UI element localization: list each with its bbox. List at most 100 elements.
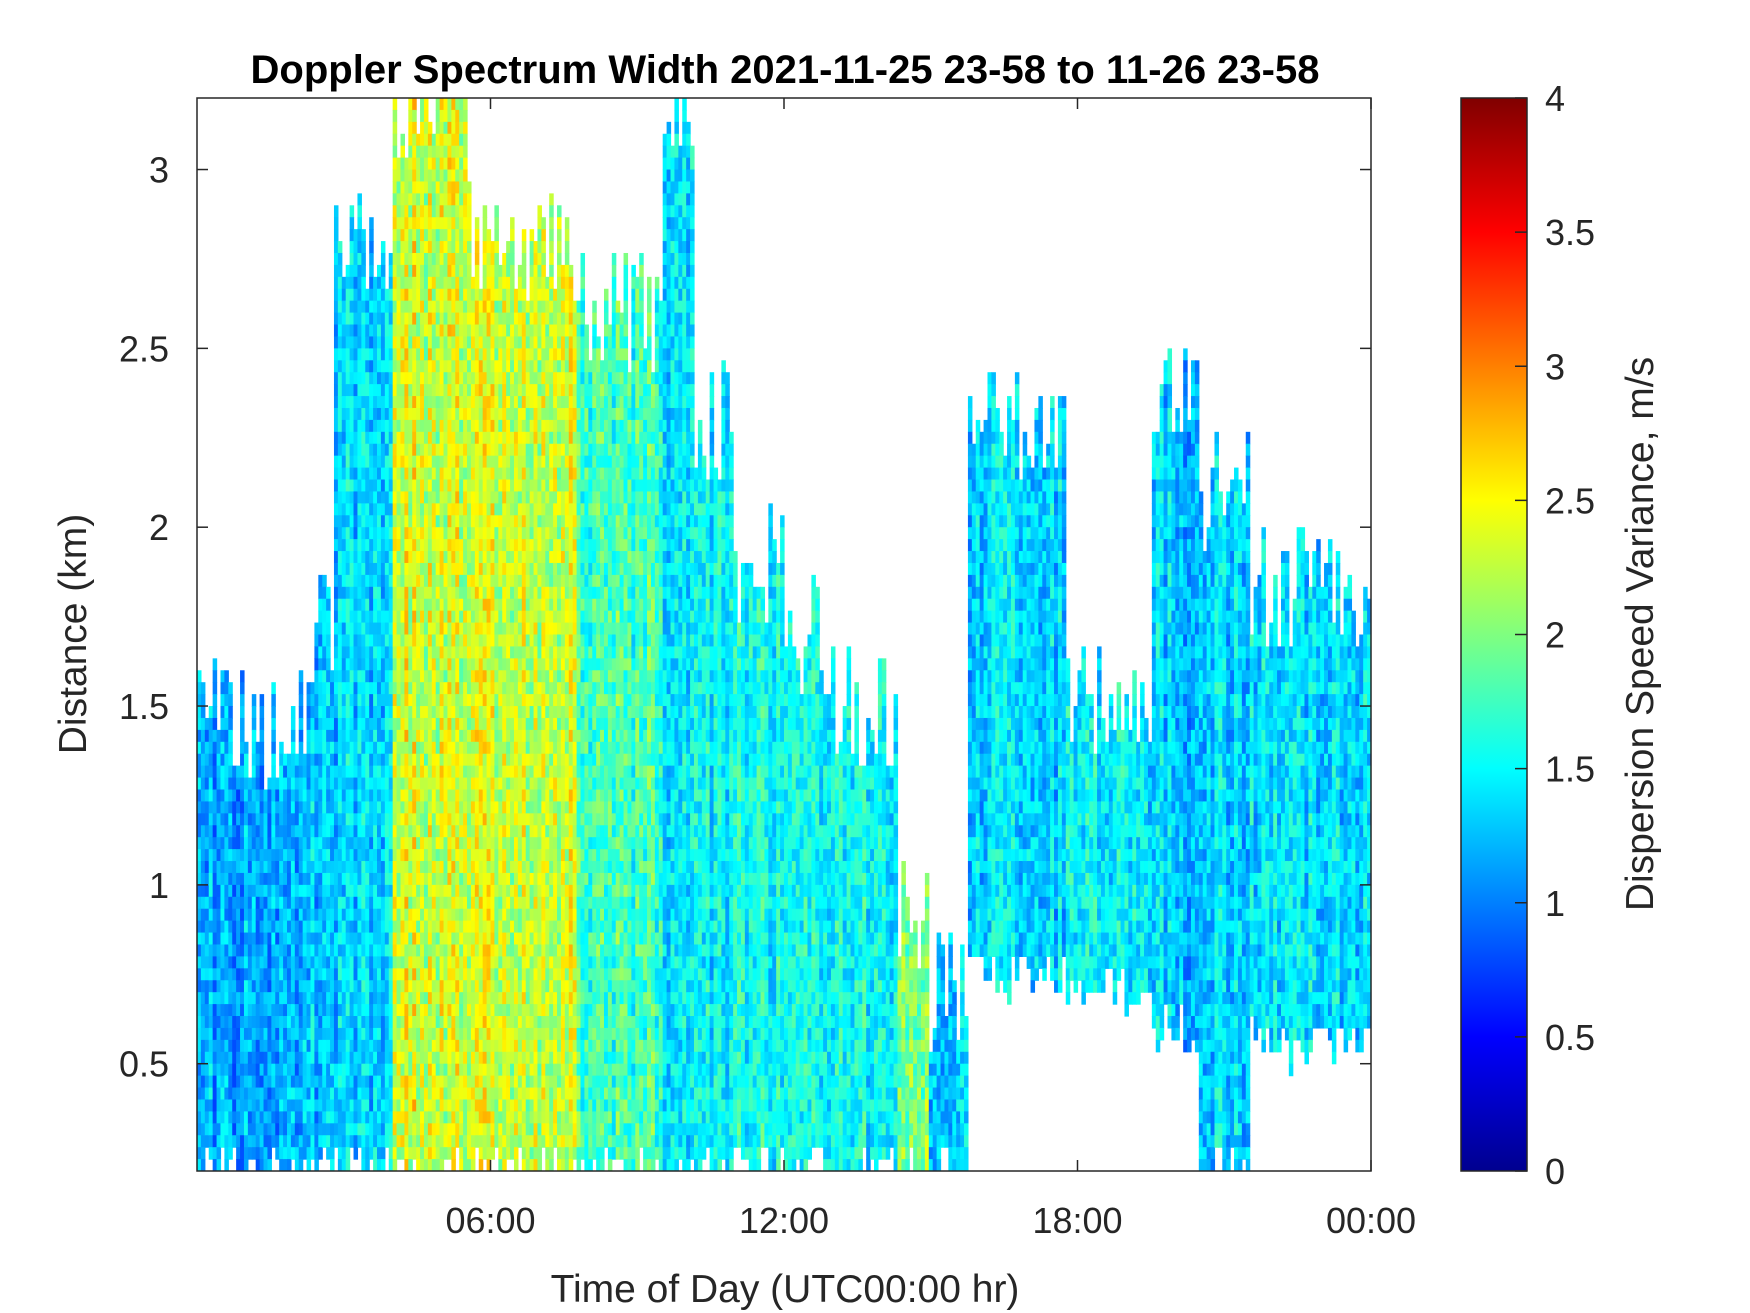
heatmap-cell: [408, 765, 413, 779]
heatmap-cell: [369, 241, 374, 254]
heatmap-cell: [298, 884, 304, 898]
heatmap-cell: [420, 789, 425, 803]
heatmap-cell: [420, 1099, 425, 1112]
heatmap-cell: [298, 992, 304, 1005]
heatmap-cell: [333, 384, 339, 397]
heatmap-cell: [412, 586, 417, 600]
heatmap-cell: [463, 944, 468, 957]
heatmap-cell: [467, 300, 472, 314]
heatmap-cell: [427, 682, 433, 695]
heatmap-cell: [396, 527, 402, 540]
heatmap-cell: [494, 360, 499, 373]
heatmap-cell: [349, 1004, 355, 1017]
heatmap-cell: [243, 825, 249, 838]
heatmap-cell: [420, 586, 425, 600]
heatmap-cell: [361, 252, 366, 266]
heatmap-cell: [345, 729, 351, 743]
heatmap-cell: [435, 264, 441, 278]
heatmap-cell: [361, 384, 366, 397]
heatmap-cell: [439, 920, 445, 934]
heatmap-cell: [467, 1016, 472, 1029]
heatmap-cell: [420, 336, 425, 349]
heatmap-cell: [478, 861, 484, 874]
heatmap-cell: [498, 443, 503, 457]
heatmap-cell: [482, 706, 488, 719]
heatmap-cell: [349, 837, 355, 850]
heatmap-cell: [373, 706, 378, 719]
heatmap-cell: [208, 1027, 214, 1041]
heatmap-cell: [443, 360, 449, 373]
heatmap-cell: [423, 443, 429, 457]
heatmap-cell: [326, 634, 331, 648]
heatmap-cell: [490, 872, 496, 886]
heatmap-cell: [486, 920, 492, 934]
heatmap-cell: [474, 491, 480, 504]
heatmap-cell: [377, 598, 382, 612]
heatmap-cell: [408, 515, 413, 528]
heatmap-cell: [467, 419, 472, 433]
heatmap-cell: [349, 252, 355, 266]
heatmap-cell: [373, 527, 378, 540]
heatmap-cell: [427, 670, 433, 683]
heatmap-cell: [247, 872, 253, 886]
heatmap-cell: [349, 419, 355, 433]
heatmap-cell: [498, 419, 503, 433]
heatmap-cell: [506, 312, 511, 326]
heatmap-cell: [337, 1135, 343, 1148]
heatmap-cell: [224, 825, 229, 838]
heatmap-cell: [412, 527, 417, 540]
heatmap-cell: [498, 586, 503, 600]
heatmap-cell: [322, 1004, 327, 1017]
heatmap-cell: [341, 539, 347, 552]
heatmap-cell: [400, 896, 405, 910]
heatmap-cell: [420, 861, 425, 874]
heatmap-cell: [251, 717, 257, 731]
heatmap-cell: [392, 336, 398, 349]
heatmap-cell: [365, 753, 370, 767]
heatmap-cell: [361, 276, 366, 290]
heatmap-cell: [482, 336, 488, 349]
heatmap-cell: [482, 1051, 488, 1065]
heatmap-cell: [400, 932, 405, 946]
heatmap-cell: [243, 837, 249, 850]
heatmap-cell: [408, 217, 413, 230]
heatmap-cell: [310, 920, 315, 934]
heatmap-cell: [212, 944, 218, 957]
heatmap-cell: [341, 682, 347, 695]
heatmap-cell: [287, 1004, 292, 1017]
heatmap-cell: [318, 1087, 323, 1101]
heatmap-cell: [443, 288, 449, 302]
heatmap-cell: [420, 157, 425, 171]
heatmap-cell: [337, 694, 343, 707]
heatmap-cell: [224, 1135, 229, 1148]
heatmap-cell: [326, 765, 331, 779]
heatmap-cell: [467, 717, 472, 731]
heatmap-cell: [365, 479, 370, 493]
heatmap-cell: [302, 968, 308, 981]
heatmap-cell: [361, 229, 366, 242]
heatmap-cell: [467, 813, 472, 826]
heatmap-cell: [455, 539, 460, 552]
heatmap-cell: [459, 384, 464, 397]
heatmap-cell: [330, 682, 335, 695]
heatmap-cell: [388, 479, 394, 493]
heatmap-cell: [502, 646, 507, 659]
heatmap-cell: [369, 861, 374, 874]
heatmap-cell: [478, 372, 484, 385]
heatmap-cell: [365, 861, 370, 874]
heatmap-cell: [443, 992, 449, 1005]
heatmap-cell: [306, 801, 312, 814]
heatmap-cell: [345, 837, 351, 850]
heatmap-cell: [404, 1016, 409, 1029]
heatmap-cell: [310, 1016, 315, 1029]
heatmap-cell: [388, 729, 394, 743]
heatmap-cell: [200, 968, 206, 981]
heatmap-cell: [447, 992, 452, 1005]
heatmap-cell: [271, 1016, 276, 1029]
heatmap-cell: [369, 324, 374, 338]
heatmap-cell: [259, 765, 265, 779]
heatmap-cell: [259, 992, 265, 1005]
heatmap-cell: [443, 539, 449, 552]
heatmap-cell: [502, 1051, 507, 1065]
heatmap-cell: [392, 419, 398, 433]
